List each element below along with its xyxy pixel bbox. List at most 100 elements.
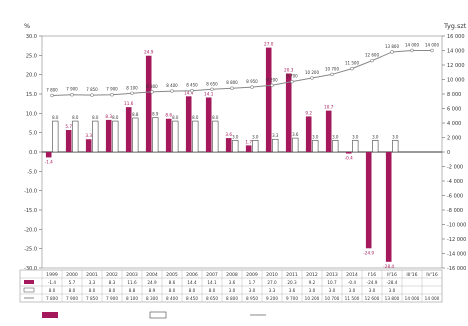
data-table-cell: 8.0 bbox=[49, 288, 56, 293]
line-data-label: 14 000 bbox=[425, 43, 439, 48]
bar-series1 bbox=[365, 152, 372, 249]
line-point bbox=[430, 48, 434, 53]
data-table-cell: 14.4 bbox=[187, 280, 197, 285]
line-data-label: 8 650 bbox=[206, 81, 218, 86]
bar-series1 bbox=[45, 152, 52, 158]
right-tick-label: 0 bbox=[447, 150, 450, 156]
left-tick-label: 0.0 bbox=[29, 150, 37, 156]
outline-data-label: 3.0 bbox=[352, 134, 359, 139]
line-point bbox=[170, 89, 174, 93]
line-data-label: 7 900 bbox=[66, 87, 78, 92]
bar-series1 bbox=[385, 152, 392, 262]
line-data-label: 7 850 bbox=[86, 87, 98, 92]
line-data-label: 9 700 bbox=[286, 74, 298, 79]
category-label: 2014 bbox=[346, 272, 358, 278]
data-table-cell: 8.0 bbox=[189, 288, 196, 293]
bar-series2 bbox=[192, 120, 199, 153]
right-tick-label: -4 000 bbox=[447, 179, 463, 185]
data-table-cell: 7 800 bbox=[46, 296, 58, 301]
category-label: 2009 bbox=[246, 272, 258, 278]
left-tick-label: -15.0 bbox=[24, 208, 37, 214]
data-table-cell: 8 100 bbox=[126, 296, 138, 301]
category-label: 2004 bbox=[146, 272, 158, 278]
outline-data-label: 3.0 bbox=[312, 134, 319, 139]
line-point bbox=[370, 58, 374, 63]
line-point bbox=[330, 72, 334, 77]
data-table-cell: -1.4 bbox=[48, 280, 57, 285]
data-table-cell: 3.6 bbox=[289, 288, 296, 293]
category-label: 2007 bbox=[206, 272, 218, 278]
outline-data-label: 3.6 bbox=[292, 132, 299, 137]
bar-data-label: 3.3 bbox=[85, 133, 92, 138]
right-tick-label: 8 000 bbox=[447, 92, 461, 98]
data-table-cell: 9 200 bbox=[266, 296, 278, 301]
line-point bbox=[310, 76, 314, 80]
line-point bbox=[290, 79, 294, 84]
line-point bbox=[150, 90, 154, 94]
table-swatch-series1 bbox=[24, 280, 34, 284]
line-data-label: 13 800 bbox=[385, 44, 399, 49]
data-table-cell: 14 000 bbox=[405, 296, 420, 301]
bar-series2 bbox=[152, 117, 159, 153]
left-tick-label: 15.0 bbox=[26, 92, 37, 98]
right-tick-label: 4 000 bbox=[447, 121, 461, 127]
bar-series1 bbox=[125, 107, 132, 152]
line-data-label: 8 300 bbox=[146, 84, 158, 89]
bar-series1 bbox=[205, 97, 212, 152]
right-tick-label: -12 000 bbox=[447, 237, 466, 243]
left-tick-label: 30.0 bbox=[26, 34, 37, 40]
category-label: III'16 bbox=[406, 272, 417, 278]
category-label: 2000 bbox=[66, 272, 78, 278]
category-label: 2013 bbox=[326, 272, 338, 278]
data-table-cell: 24.9 bbox=[147, 280, 157, 285]
left-tick-label: 20.0 bbox=[26, 73, 37, 79]
outline-data-label: 8.0 bbox=[212, 115, 219, 120]
legend-swatch-series1 bbox=[42, 312, 58, 318]
line-point bbox=[110, 93, 114, 97]
bar-series2 bbox=[332, 140, 339, 153]
category-label: 2011 bbox=[286, 272, 298, 278]
bar-data-label: 24.9 bbox=[144, 50, 154, 55]
data-table-cell: 8.9 bbox=[149, 288, 156, 293]
data-table-cell: -24.9 bbox=[367, 280, 378, 285]
data-table-cell: 8.0 bbox=[109, 288, 116, 293]
outline-data-label: 3.0 bbox=[252, 134, 259, 139]
line-data-label: 11 500 bbox=[345, 61, 359, 66]
outline-data-label: 3.0 bbox=[332, 134, 339, 139]
bar-series2 bbox=[352, 140, 359, 153]
right-tick-label: -16 000 bbox=[447, 266, 466, 272]
line-point bbox=[190, 89, 194, 93]
outline-data-label: 3.0 bbox=[372, 134, 379, 139]
data-table-cell: 20.3 bbox=[287, 280, 297, 285]
data-table-cell: 13 800 bbox=[385, 296, 400, 301]
bar-series1 bbox=[145, 55, 152, 152]
bar-series1 bbox=[225, 138, 232, 152]
left-axis-unit: % bbox=[24, 22, 30, 30]
data-table-cell: 8.0 bbox=[169, 288, 176, 293]
right-tick-label: -8 000 bbox=[447, 208, 463, 214]
data-table-cell: 7 900 bbox=[106, 296, 118, 301]
left-tick-label: -30.0 bbox=[24, 266, 37, 272]
line-data-label: 12 600 bbox=[365, 53, 379, 58]
data-table-cell: 11.6 bbox=[127, 280, 137, 285]
bar-series2 bbox=[252, 140, 259, 153]
bar-data-label: 27.0 bbox=[264, 42, 274, 47]
left-tick-label: -10.0 bbox=[24, 189, 37, 195]
line-point bbox=[410, 48, 414, 53]
left-tick-label: -5.0 bbox=[27, 169, 37, 175]
line-point bbox=[350, 66, 354, 71]
data-table-cell: 10 200 bbox=[305, 296, 320, 301]
right-tick-label: 6 000 bbox=[447, 107, 461, 113]
right-tick-label: 2 000 bbox=[447, 136, 461, 142]
line-data-label: 9 200 bbox=[266, 77, 278, 82]
bar-data-label: 8.6 bbox=[165, 113, 172, 118]
bar-series1 bbox=[65, 129, 72, 152]
outline-data-label: 8.8 bbox=[132, 112, 139, 117]
category-label: 2010 bbox=[266, 272, 278, 278]
bar-data-label: 5.7 bbox=[65, 124, 72, 129]
category-label: 1999 bbox=[46, 272, 58, 278]
line-point bbox=[250, 85, 254, 89]
outline-data-label: 8.0 bbox=[52, 115, 59, 120]
category-label: 2003 bbox=[126, 272, 138, 278]
